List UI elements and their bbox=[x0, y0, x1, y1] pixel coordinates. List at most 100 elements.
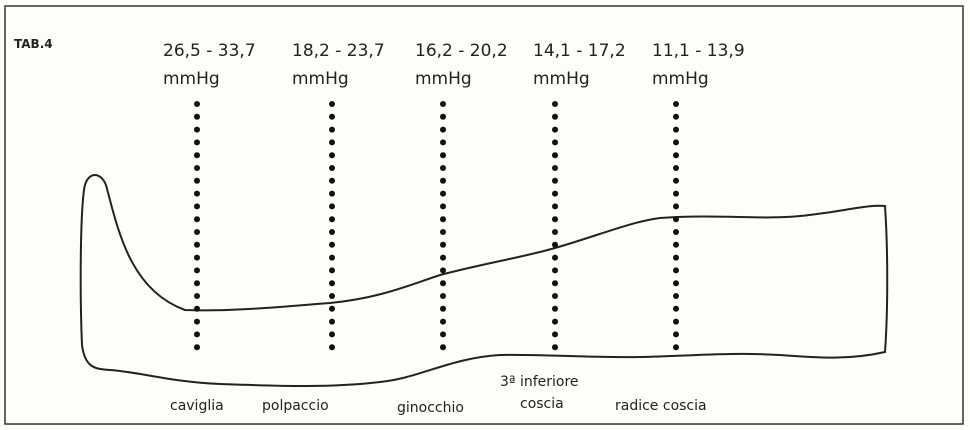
measure-dot bbox=[194, 203, 200, 209]
pressure-unit: mmHg bbox=[163, 69, 220, 89]
measure-dot bbox=[329, 229, 335, 235]
measure-dot bbox=[329, 178, 335, 184]
measure-dot bbox=[552, 344, 558, 350]
measure-dot bbox=[440, 255, 446, 261]
measure-dot bbox=[329, 331, 335, 337]
measure-dot bbox=[440, 203, 446, 209]
measure-dot bbox=[673, 267, 679, 273]
measure-dot bbox=[673, 229, 679, 235]
measure-dot bbox=[329, 267, 335, 273]
background bbox=[0, 0, 970, 430]
measure-dot bbox=[329, 165, 335, 171]
measure-dot bbox=[440, 191, 446, 197]
measure-dot bbox=[194, 127, 200, 133]
measure-dot bbox=[440, 344, 446, 350]
measure-dot bbox=[194, 306, 200, 312]
measure-dot bbox=[673, 152, 679, 158]
location-label: caviglia bbox=[170, 398, 224, 414]
measure-dot bbox=[440, 152, 446, 158]
pressure-unit: mmHg bbox=[292, 69, 349, 89]
measure-dot bbox=[329, 255, 335, 261]
measure-dot bbox=[673, 344, 679, 350]
measure-dot bbox=[552, 306, 558, 312]
measure-dot bbox=[329, 293, 335, 299]
title: TAB.4 bbox=[14, 37, 53, 51]
measure-dot bbox=[673, 165, 679, 171]
measure-dot bbox=[673, 101, 679, 107]
measure-dot bbox=[194, 229, 200, 235]
measure-dot bbox=[552, 267, 558, 273]
location-label: polpaccio bbox=[262, 398, 329, 414]
measure-dot bbox=[440, 165, 446, 171]
location-label: radice coscia bbox=[615, 398, 707, 414]
measure-dot bbox=[329, 139, 335, 145]
measure-dot bbox=[673, 306, 679, 312]
measure-dot bbox=[552, 165, 558, 171]
measure-dot bbox=[673, 280, 679, 286]
measure-dot bbox=[552, 127, 558, 133]
measure-dot bbox=[552, 242, 558, 248]
measure-dot bbox=[440, 306, 446, 312]
measure-dot bbox=[329, 152, 335, 158]
measure-dot bbox=[673, 139, 679, 145]
measure-dot bbox=[673, 203, 679, 209]
measure-dot bbox=[673, 127, 679, 133]
measure-dot bbox=[194, 114, 200, 120]
measure-dot bbox=[673, 319, 679, 325]
measure-dot bbox=[329, 306, 335, 312]
measure-dot bbox=[329, 101, 335, 107]
measure-dot bbox=[329, 203, 335, 209]
measure-dot bbox=[673, 216, 679, 222]
measure-dot bbox=[194, 344, 200, 350]
measure-dot bbox=[440, 319, 446, 325]
measure-dot bbox=[440, 267, 446, 273]
measure-dot bbox=[194, 255, 200, 261]
measure-dot bbox=[552, 255, 558, 261]
measure-dot bbox=[552, 331, 558, 337]
pressure-unit: mmHg bbox=[652, 69, 709, 89]
measure-dot bbox=[194, 293, 200, 299]
measure-dot bbox=[194, 319, 200, 325]
pressure-range: 16,2 - 20,2 bbox=[415, 41, 508, 61]
measure-dot bbox=[329, 114, 335, 120]
measure-dot bbox=[552, 152, 558, 158]
measure-dot bbox=[552, 114, 558, 120]
measure-dot bbox=[440, 229, 446, 235]
pressure-range: 14,1 - 17,2 bbox=[533, 41, 626, 61]
location-label: 3ª inferiore bbox=[500, 374, 579, 390]
measure-dot bbox=[329, 191, 335, 197]
measure-dot bbox=[552, 293, 558, 299]
measure-dot bbox=[440, 101, 446, 107]
measure-dot bbox=[552, 191, 558, 197]
measure-dot bbox=[329, 127, 335, 133]
measure-dot bbox=[194, 191, 200, 197]
measure-dot bbox=[440, 331, 446, 337]
measure-dot bbox=[552, 319, 558, 325]
measure-dot bbox=[329, 280, 335, 286]
pressure-range: 18,2 - 23,7 bbox=[292, 41, 385, 61]
measure-dot bbox=[194, 242, 200, 248]
measure-dot bbox=[329, 242, 335, 248]
measure-dot bbox=[194, 101, 200, 107]
pressure-range: 11,1 - 13,9 bbox=[652, 41, 745, 61]
measure-dot bbox=[329, 319, 335, 325]
measure-dot bbox=[673, 293, 679, 299]
measure-dot bbox=[552, 216, 558, 222]
measure-dot bbox=[329, 216, 335, 222]
measure-dot bbox=[440, 293, 446, 299]
measure-dot bbox=[194, 152, 200, 158]
measure-dot bbox=[673, 114, 679, 120]
measure-dot bbox=[194, 165, 200, 171]
measure-dot bbox=[552, 280, 558, 286]
measure-dot bbox=[440, 127, 446, 133]
measure-dot bbox=[673, 331, 679, 337]
measure-dot bbox=[552, 229, 558, 235]
measure-dot bbox=[194, 267, 200, 273]
measure-dot bbox=[440, 139, 446, 145]
diagram: TAB.4 26,5 - 33,7 mmHg caviglia 18,2 - 23,7… bbox=[0, 0, 970, 430]
location-label: coscia bbox=[520, 396, 564, 412]
measure-dot bbox=[440, 178, 446, 184]
measure-dot bbox=[552, 203, 558, 209]
pressure-range: 26,5 - 33,7 bbox=[163, 41, 256, 61]
measure-dot bbox=[194, 216, 200, 222]
